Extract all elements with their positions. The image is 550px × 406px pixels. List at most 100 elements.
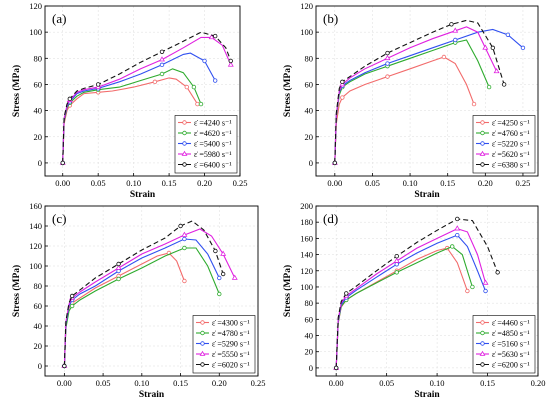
y-tick-label: 40 <box>305 106 314 116</box>
data-point <box>220 271 226 277</box>
data-point <box>455 216 460 222</box>
data-point <box>213 248 218 254</box>
panel-label: (c) <box>52 211 66 226</box>
y-tick-label: 80 <box>34 53 43 63</box>
data-point <box>394 253 399 259</box>
legend: ε̇ =4240 s⁻¹ ε̇ =4620 s⁻¹ε̇ =5400 s⁻¹ ε̇ =… <box>174 115 238 174</box>
legend-marker <box>480 320 485 325</box>
data-point <box>441 54 447 60</box>
chart-panel-3: 0 20 40 60 80 100 120 140 160 180 200 0.00 0.05 0.10 0… <box>282 201 545 400</box>
panel-label: (d) <box>323 211 338 226</box>
data-point <box>69 293 75 299</box>
data-point <box>452 27 459 33</box>
legend-label: ε̇ =6020 s⁻¹ <box>212 360 250 369</box>
data-point <box>208 33 215 40</box>
legend-label: ε̇ =5630 s⁻¹ <box>492 350 530 359</box>
y-tick-label: 20 <box>305 132 314 142</box>
y-tick-label: 120 <box>29 241 42 251</box>
x-tick-label: 0.15 <box>162 178 177 188</box>
series-line-4 <box>334 19 505 163</box>
data-point <box>471 101 477 107</box>
data-point <box>182 236 187 242</box>
data-point <box>449 22 454 27</box>
series-line-4 <box>63 220 224 367</box>
legend-label: ε̇ =6200 s⁻¹ <box>492 360 530 369</box>
data-point <box>62 363 67 369</box>
legend-marker <box>199 350 206 356</box>
legend-marker <box>181 150 188 156</box>
plot-frame <box>315 5 539 177</box>
data-point <box>344 291 349 296</box>
x-tick-label: 0.10 <box>403 178 418 188</box>
legend-marker <box>480 120 485 125</box>
legend-label: ε̇ =5400 s⁻¹ <box>194 139 232 148</box>
legend-marker <box>480 341 485 346</box>
y-axis-label: Stress (MPa) <box>11 65 22 117</box>
data-point <box>393 257 400 263</box>
data-point <box>198 101 204 107</box>
data-point <box>159 71 165 77</box>
legend-marker <box>200 320 205 325</box>
data-point <box>495 270 500 275</box>
legend-label: ε̇ =5620 s⁻¹ <box>492 150 530 159</box>
data-point <box>454 225 461 231</box>
legend-label: ε̇ =4460 s⁻¹ <box>492 318 530 327</box>
legend-marker <box>479 150 486 156</box>
data-point <box>455 232 460 238</box>
x-axis-label: Strain <box>414 390 440 400</box>
x-tick-label: 0.05 <box>365 178 380 188</box>
legend-marker <box>182 162 187 167</box>
series-line-4 <box>62 31 232 163</box>
data-point <box>470 284 475 290</box>
x-tick-label: 0.20 <box>212 378 227 388</box>
x-tick-label: 0.15 <box>173 378 188 388</box>
y-tick-label: 80 <box>34 281 43 291</box>
series-line-0 <box>62 77 198 163</box>
series-line-3 <box>334 26 498 163</box>
legend-label: ε̇ =6400 s⁻¹ <box>194 160 232 169</box>
x-tick-label: 0.25 <box>233 178 248 188</box>
legend-label: ε̇ =5980 s⁻¹ <box>194 150 232 159</box>
x-tick-label: 0.20 <box>197 178 212 188</box>
data-point <box>159 49 165 54</box>
y-tick-label: 60 <box>305 314 314 324</box>
legend-marker <box>480 330 485 336</box>
chart-panel-1: 0 20 40 60 80 100 120 0.00 0.05 0.10 0.15 0.20 0.25 S… <box>282 1 539 200</box>
legend: ε̇ =4250 s⁻¹ ε̇ =4760 s⁻¹ε̇ =5220 s⁻¹ ε̇ =… <box>472 115 536 174</box>
data-point <box>384 54 391 61</box>
x-tick-label: 0.15 <box>480 378 495 388</box>
x-tick-label: 0.20 <box>478 178 493 188</box>
x-tick-label: 0.10 <box>430 378 445 388</box>
x-tick-label: 0.25 <box>251 378 266 388</box>
legend-marker <box>479 350 486 356</box>
y-tick-label: 100 <box>300 27 313 37</box>
legend-label: ε̇ =5160 s⁻¹ <box>492 339 530 348</box>
y-tick-label: 60 <box>34 79 43 89</box>
data-point <box>217 275 222 281</box>
y-tick-label: 20 <box>305 347 314 357</box>
data-point <box>501 82 507 87</box>
x-tick-label: 0.05 <box>379 378 394 388</box>
data-point <box>159 62 165 68</box>
y-tick-label: 0 <box>38 361 42 371</box>
data-point <box>340 79 345 85</box>
data-point <box>60 160 65 166</box>
data-point <box>465 288 470 294</box>
legend-label: ε̇ =4250 s⁻¹ <box>492 118 530 127</box>
data-point <box>332 160 338 166</box>
x-axis-label: Strain <box>414 190 440 200</box>
series-line-3 <box>63 228 236 367</box>
legend-marker <box>182 120 187 125</box>
y-tick-label: 40 <box>34 321 43 331</box>
y-tick-label: 120 <box>300 266 313 276</box>
x-tick-label: 0.05 <box>96 378 111 388</box>
series-line-3 <box>62 36 232 163</box>
series-line-1 <box>335 245 473 368</box>
data-point <box>181 231 188 237</box>
y-tick-label: 20 <box>34 341 43 351</box>
data-point <box>184 84 190 90</box>
data-point <box>178 223 183 229</box>
data-point <box>116 276 121 282</box>
data-point <box>202 58 207 64</box>
